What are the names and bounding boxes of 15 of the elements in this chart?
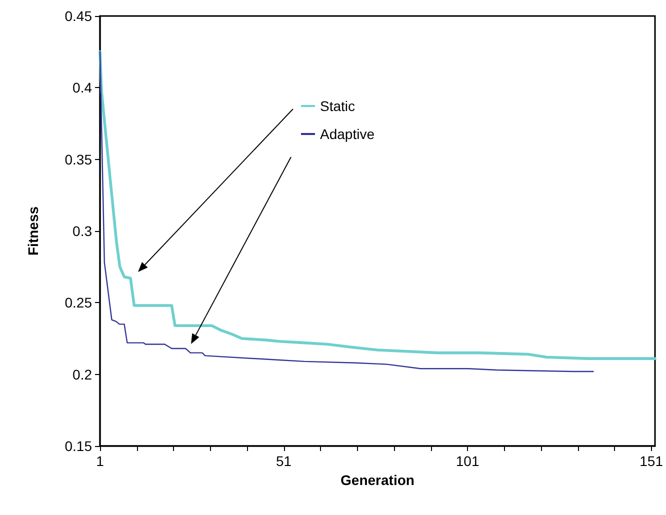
y-tick-label: 0.3 [72, 223, 92, 239]
y-tick-label: 0.4 [72, 80, 92, 96]
y-tick-label: 0.15 [64, 438, 92, 454]
y-tick-label: 0.2 [72, 366, 92, 382]
x-axis-title: Generation [340, 472, 414, 488]
x-tick-label: 101 [456, 453, 480, 469]
y-axis-title: Fitness [25, 206, 41, 256]
x-tick-label: 51 [276, 453, 292, 469]
legend-label: Static [320, 98, 356, 114]
y-tick-label: 0.35 [64, 151, 92, 168]
x-tick-label: 151 [640, 453, 664, 469]
y-tick-label: 0.25 [64, 294, 92, 311]
y-tick-label: 0.45 [64, 8, 92, 24]
x-tick-label: 1 [96, 453, 104, 469]
legend-label: Adaptive [320, 126, 375, 142]
